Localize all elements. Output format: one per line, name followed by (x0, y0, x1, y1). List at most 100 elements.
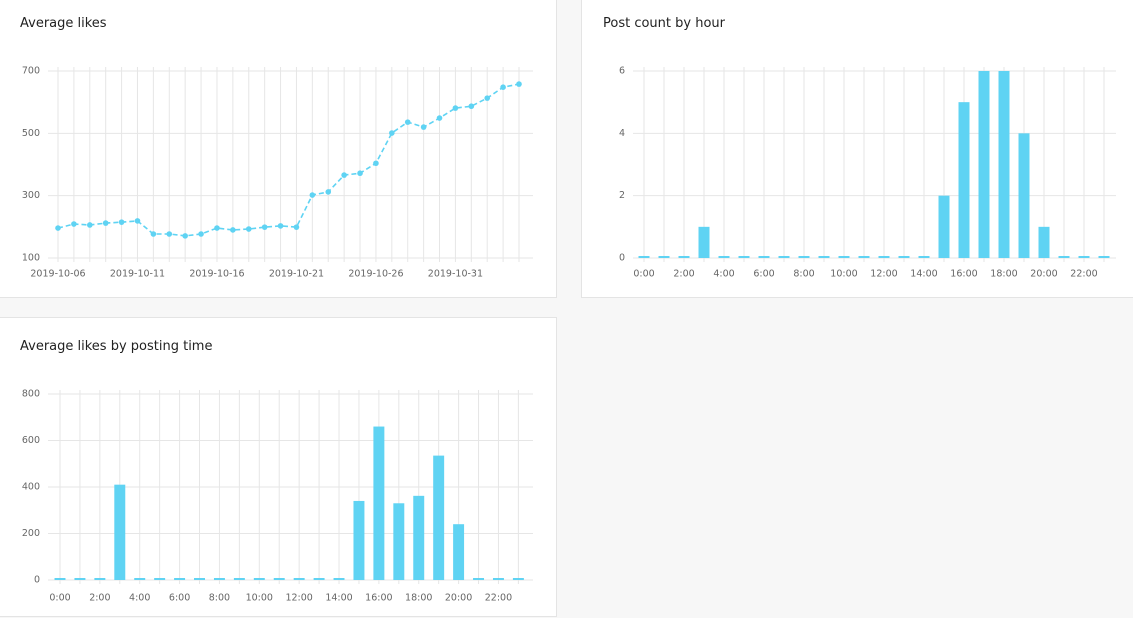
x-tick-label: 10:00 (246, 593, 273, 604)
bar (958, 102, 970, 259)
chart: 0 2 4 6 0:00 2:00 4:00 6:00 8:00 10:00 12:00 14:00 1… (619, 66, 1116, 280)
bar (512, 578, 524, 580)
x-tick-label: 14:00 (910, 269, 937, 280)
bar (74, 578, 86, 580)
point (373, 160, 379, 167)
bar (433, 455, 445, 580)
x-tick-label: 0:00 (633, 269, 654, 280)
point (230, 227, 236, 233)
line (57, 83, 520, 237)
point (357, 170, 363, 177)
x-tick-label: 2:00 (673, 269, 694, 280)
bar (114, 484, 126, 580)
point (182, 233, 188, 239)
x-tick-label: 16:00 (365, 593, 392, 604)
x-tick-label: 12:00 (870, 269, 897, 280)
bar (838, 256, 850, 258)
bar (778, 256, 790, 258)
y-tick-label: 6 (619, 66, 625, 77)
x-tick-label: 2019-10-26 (348, 269, 403, 280)
x-tick-label: 2019-10-16 (189, 269, 244, 280)
chart: 100 300 500 700 2019-10-06 2019-10-11 2019-10-… (22, 66, 533, 280)
bar (678, 256, 690, 258)
bar (638, 256, 650, 258)
y-tick-label: 500 (22, 128, 40, 139)
bar (194, 578, 205, 580)
point (214, 225, 220, 231)
bar (54, 578, 66, 580)
card: Post count by hour 0 2 4 6 0:00 2:00 4:00 6:00 8… (581, 0, 1133, 298)
point (118, 219, 125, 225)
y-tick-label: 200 (22, 528, 40, 539)
bar (658, 256, 670, 258)
x-tick-label: 20:00 (445, 593, 472, 604)
point (516, 81, 522, 87)
bar (1018, 133, 1030, 258)
x-tick-label: 16:00 (950, 269, 977, 280)
x-tick-label: 6:00 (753, 269, 774, 280)
point (500, 84, 506, 91)
point (293, 224, 300, 230)
y-tick-label: 0 (619, 253, 625, 264)
card: Average likes 100 300 500 700 2019-10-06 2019… (0, 0, 557, 298)
point (325, 189, 332, 195)
y-tick-label: 600 (22, 435, 40, 446)
point (86, 222, 93, 228)
y-tick-label: 300 (22, 190, 40, 201)
point (134, 218, 141, 224)
x-tick-label: 8:00 (209, 593, 230, 604)
bar (818, 256, 830, 258)
point (436, 115, 443, 121)
point (452, 105, 459, 111)
point (166, 231, 173, 237)
bar (473, 578, 485, 580)
x-tick-label: 2:00 (89, 593, 110, 604)
bar (253, 578, 265, 580)
point (277, 223, 284, 229)
x-tick-label: 4:00 (713, 269, 734, 280)
bar (898, 256, 910, 258)
point (150, 231, 157, 237)
bar (413, 495, 425, 580)
y-tick-label: 100 (22, 253, 40, 264)
bar (154, 578, 166, 580)
point (71, 221, 77, 227)
bar (858, 256, 870, 258)
point (102, 220, 109, 226)
y-tick-label: 0 (34, 575, 40, 586)
x-tick-label: 4:00 (129, 593, 150, 604)
bar (233, 578, 245, 580)
x-tick-label: 10:00 (830, 269, 857, 280)
point (404, 119, 411, 125)
x-tick-label: 2019-10-06 (30, 269, 85, 280)
point (198, 231, 204, 237)
x-tick-label: 22:00 (1070, 269, 1097, 280)
bar (134, 578, 146, 580)
bar (393, 503, 405, 580)
bar (918, 256, 930, 258)
bar (758, 256, 770, 258)
x-tick-label: 20:00 (1030, 269, 1057, 280)
bar (1058, 256, 1070, 258)
bar (353, 500, 365, 580)
card: Average likes by posting time 0 200 400 600… (0, 317, 557, 617)
chart-title: Post count by hour (603, 16, 725, 31)
bar (698, 226, 710, 258)
x-tick-label: 12:00 (285, 593, 312, 604)
x-tick-label: 18:00 (405, 593, 432, 604)
x-tick-label: 14:00 (325, 593, 352, 604)
bar (273, 578, 285, 580)
bar (998, 71, 1010, 258)
point (468, 103, 475, 110)
y-tick-label: 400 (22, 482, 40, 493)
point (341, 172, 347, 178)
bar (94, 578, 106, 580)
bar (1038, 226, 1050, 258)
bar (1078, 256, 1090, 258)
bar (174, 578, 186, 580)
bar (453, 524, 465, 580)
bar (1098, 256, 1110, 258)
bar (373, 426, 385, 580)
x-tick-label: 8:00 (793, 269, 814, 280)
bar (333, 578, 345, 580)
